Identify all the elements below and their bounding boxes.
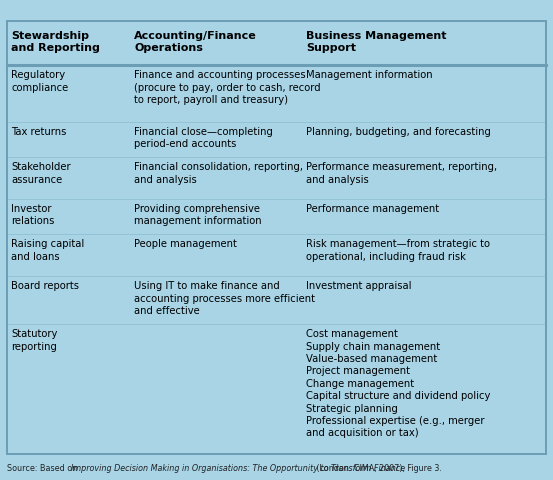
Text: People management: People management bbox=[134, 239, 237, 249]
Text: Financial close—completing
period-end accounts: Financial close—completing period-end ac… bbox=[134, 127, 273, 149]
Text: Tax returns: Tax returns bbox=[11, 127, 66, 136]
Text: Performance management: Performance management bbox=[306, 204, 439, 214]
Text: Financial consolidation, reporting,
and analysis: Financial consolidation, reporting, and … bbox=[134, 162, 304, 184]
Text: Improving Decision Making in Organisations: The Opportunity to Transform Finance: Improving Decision Making in Organisatio… bbox=[71, 463, 405, 471]
Text: Raising capital
and loans: Raising capital and loans bbox=[11, 239, 84, 261]
Text: Planning, budgeting, and forecasting: Planning, budgeting, and forecasting bbox=[306, 127, 491, 136]
Text: Stakeholder
assurance: Stakeholder assurance bbox=[11, 162, 71, 184]
Text: Stewardship
and Reporting: Stewardship and Reporting bbox=[11, 31, 100, 52]
Text: Investor
relations: Investor relations bbox=[11, 204, 54, 226]
Bar bbox=[7, 22, 546, 454]
Text: Finance and accounting processes
(procure to pay, order to cash, record
to repor: Finance and accounting processes (procur… bbox=[134, 70, 321, 105]
Text: Business Management
Support: Business Management Support bbox=[306, 31, 446, 52]
Text: Cost management
Supply chain management
Value-based management
Project managemen: Cost management Supply chain management … bbox=[306, 329, 490, 438]
Text: Using IT to make finance and
accounting processes more efficient
and effective: Using IT to make finance and accounting … bbox=[134, 280, 315, 315]
Text: Management information: Management information bbox=[306, 70, 432, 80]
Text: Investment appraisal: Investment appraisal bbox=[306, 280, 411, 290]
Text: Performance measurement, reporting,
and analysis: Performance measurement, reporting, and … bbox=[306, 162, 497, 184]
Text: Risk management—from strategic to
operational, including fraud risk: Risk management—from strategic to operat… bbox=[306, 239, 490, 261]
Text: Providing comprehensive
management information: Providing comprehensive management infor… bbox=[134, 204, 262, 226]
Text: (London: CIMA, 2007), Figure 3.: (London: CIMA, 2007), Figure 3. bbox=[314, 463, 442, 471]
Text: Statutory
reporting: Statutory reporting bbox=[11, 329, 58, 351]
Text: Accounting/Finance
Operations: Accounting/Finance Operations bbox=[134, 31, 257, 52]
Text: Regulatory
compliance: Regulatory compliance bbox=[11, 70, 69, 93]
Text: Board reports: Board reports bbox=[11, 280, 79, 290]
Text: Source: Based on: Source: Based on bbox=[7, 463, 80, 471]
